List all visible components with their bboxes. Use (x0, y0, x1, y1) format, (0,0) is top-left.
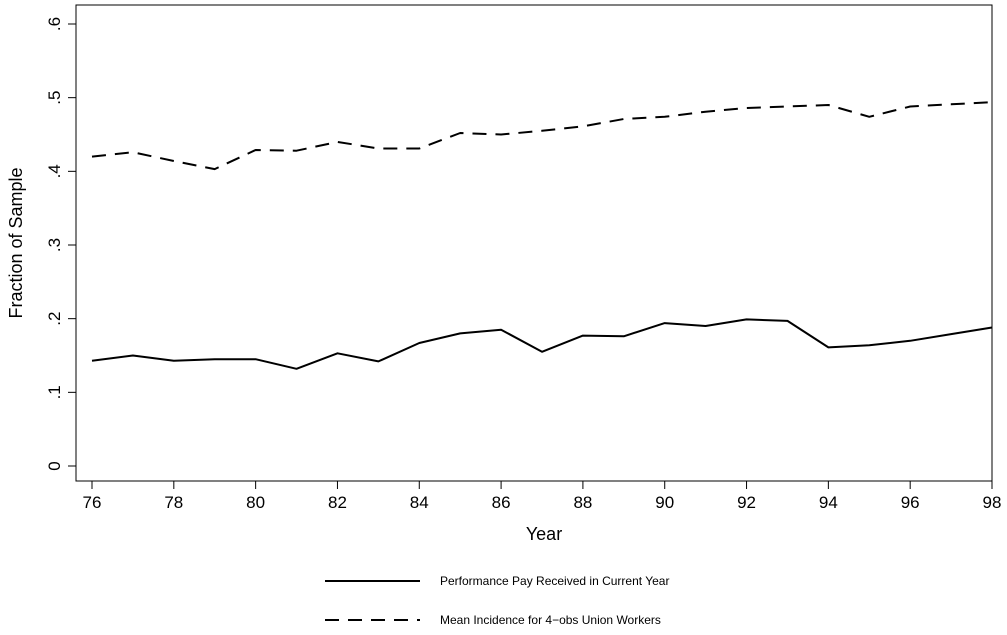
y-axis-title: Fraction of Sample (6, 167, 26, 318)
x-tick-label: 94 (819, 493, 838, 512)
series-layer (91, 101, 993, 370)
x-tick-label: 78 (164, 493, 183, 512)
y-tick-label: .1 (45, 385, 64, 399)
y-tick-label: .4 (45, 164, 64, 178)
x-tick-label: 96 (901, 493, 920, 512)
x-tick-label: 92 (737, 493, 756, 512)
y-tick-label: 0 (45, 461, 64, 470)
x-tick-label: 86 (492, 493, 511, 512)
y-tick-label: .3 (45, 238, 64, 252)
y-axis-ticks: 0 .1 .2 .3 .4 .5 .6 (45, 17, 76, 471)
x-axis-ticks: 76 78 80 82 84 86 88 90 92 94 96 98 (83, 481, 1002, 512)
x-tick-label: 76 (83, 493, 102, 512)
legend-label-union-workers: Mean Incidence for 4−obs Union Workers (440, 613, 661, 627)
y-tick-label: .6 (45, 17, 64, 31)
x-tick-label: 90 (655, 493, 674, 512)
y-tick-label: .2 (45, 312, 64, 326)
x-tick-label: 80 (246, 493, 265, 512)
x-tick-label: 82 (328, 493, 347, 512)
series-line-union-workers (91, 101, 993, 171)
y-tick-label: .5 (45, 91, 64, 105)
x-tick-label: 98 (983, 493, 1002, 512)
x-tick-label: 88 (573, 493, 592, 512)
plot-frame (75, 4, 993, 482)
legend-label-performance-pay: Performance Pay Received in Current Year (440, 574, 669, 588)
x-axis-title: Year (526, 524, 562, 544)
series-line-performance-pay (91, 318, 993, 370)
x-tick-label: 84 (410, 493, 429, 512)
legend: Performance Pay Received in Current Year… (325, 574, 669, 627)
